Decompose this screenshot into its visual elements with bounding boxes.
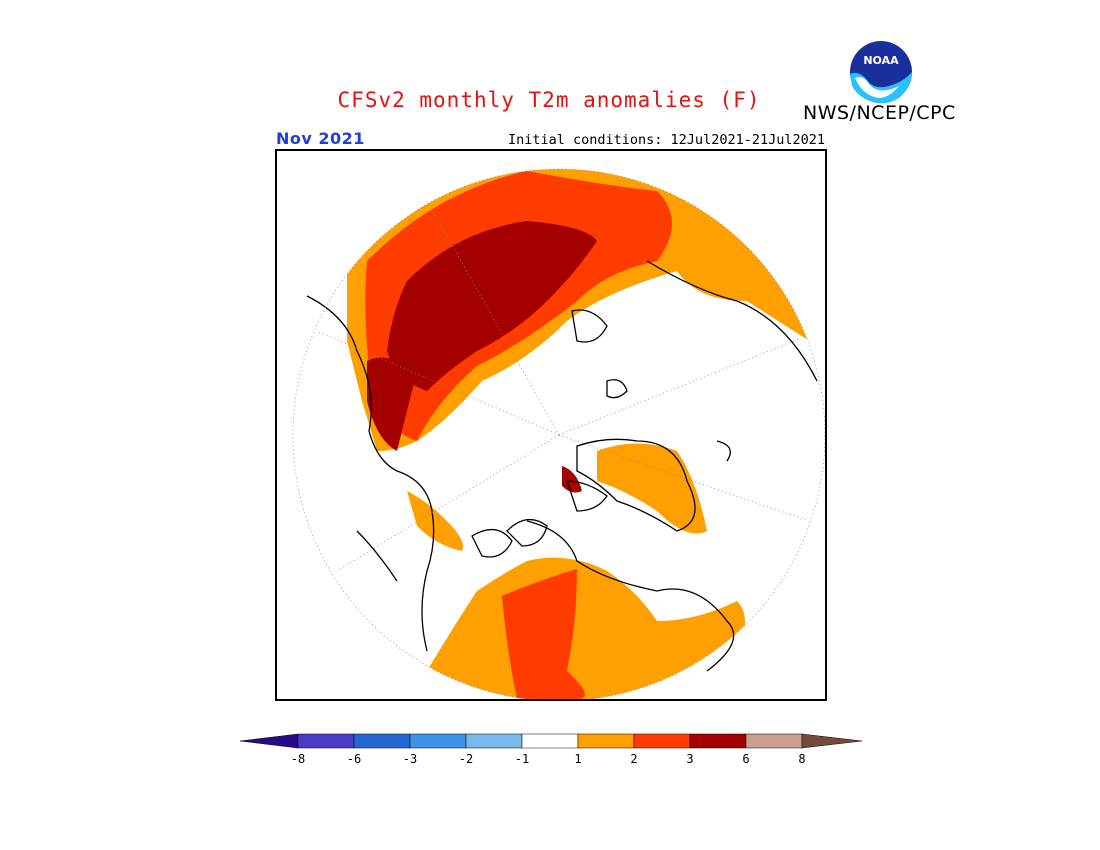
- anomaly-region-1-2: [597, 443, 707, 534]
- colorbar-tick-label: 1: [574, 752, 582, 766]
- colorbar-segment: [353, 733, 411, 749]
- colorbar-tick-label: 8: [798, 752, 806, 766]
- colorbar-segment: [240, 733, 299, 749]
- colorbar-segment: [577, 733, 635, 749]
- anomaly-region-2-3: [502, 569, 585, 699]
- map-title: CFSv2 monthly T2m anomalies (F): [337, 88, 761, 112]
- colorbar-tick-label: -1: [514, 752, 530, 766]
- anomaly-region-1-2: [407, 491, 463, 551]
- initial-conditions: Initial conditions: 12Jul2021-21Jul2021: [508, 132, 825, 148]
- forecast-month: Nov 2021: [276, 129, 365, 148]
- anomaly-region-1-2: [427, 557, 745, 699]
- colorbar-segment: [633, 733, 691, 749]
- colorbar-segment: [745, 733, 803, 749]
- graticule: [292, 168, 825, 699]
- agency-label: NWS/NCEP/CPC: [803, 102, 956, 124]
- noaa-logo-text: NOAA: [863, 54, 899, 67]
- colorbar: [240, 733, 862, 749]
- colorbar-tick-label: -8: [290, 752, 306, 766]
- colorbar-tick-label: -2: [458, 752, 474, 766]
- colorbar-segment: [465, 733, 523, 749]
- colorbar-tick-label: -6: [346, 752, 362, 766]
- colorbar-tick-label: 2: [630, 752, 638, 766]
- colorbar-segment: [689, 733, 747, 749]
- colorbar-tick-label: -3: [402, 752, 418, 766]
- colorbar-tick-label: 3: [686, 752, 694, 766]
- anomaly-region-3-6: [367, 357, 417, 451]
- colorbar-segment: [297, 733, 355, 749]
- polar-map: [275, 149, 827, 701]
- colorbar-segment: [409, 733, 467, 749]
- colorbar-tick-label: 6: [742, 752, 750, 766]
- noaa-logo: NOAA: [850, 41, 912, 104]
- coastlines: [306, 260, 818, 672]
- polar-map-svg: [292, 168, 825, 699]
- anomaly-region-3-6: [562, 466, 582, 493]
- colorbar-segment: [801, 733, 862, 749]
- anomaly-region-3-6: [387, 221, 597, 391]
- colorbar-segment: [521, 733, 579, 749]
